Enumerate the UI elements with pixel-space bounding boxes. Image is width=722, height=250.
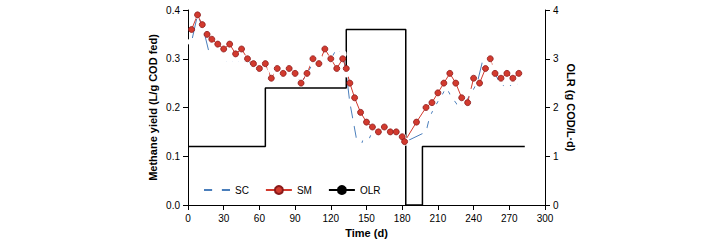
svg-text:Methane yield (L/g COD fed): Methane yield (L/g COD fed) <box>147 34 159 181</box>
svg-text:240: 240 <box>465 213 482 224</box>
svg-text:0.3: 0.3 <box>166 53 180 64</box>
svg-text:0.0: 0.0 <box>166 200 180 211</box>
svg-text:60: 60 <box>254 213 266 224</box>
svg-text:Time (d): Time (d) <box>345 227 388 239</box>
svg-text:0.1: 0.1 <box>166 151 180 162</box>
svg-text:3: 3 <box>553 53 559 64</box>
svg-text:270: 270 <box>501 213 518 224</box>
svg-text:300: 300 <box>537 213 554 224</box>
svg-text:OLR (g COD/L·d): OLR (g COD/L·d) <box>565 64 577 152</box>
svg-text:0.4: 0.4 <box>166 5 180 16</box>
svg-text:210: 210 <box>430 213 447 224</box>
svg-text:0: 0 <box>185 213 191 224</box>
svg-text:90: 90 <box>290 213 302 224</box>
svg-text:30: 30 <box>218 213 230 224</box>
svg-text:SM: SM <box>297 185 312 196</box>
svg-text:0.2: 0.2 <box>166 102 180 113</box>
svg-text:1: 1 <box>553 151 559 162</box>
svg-text:2: 2 <box>553 102 559 113</box>
svg-text:OLR: OLR <box>360 185 381 196</box>
svg-text:4: 4 <box>553 5 559 16</box>
svg-text:0: 0 <box>553 200 559 211</box>
svg-text:180: 180 <box>394 213 411 224</box>
svg-text:SC: SC <box>235 185 249 196</box>
svg-text:120: 120 <box>322 213 339 224</box>
svg-text:150: 150 <box>358 213 375 224</box>
